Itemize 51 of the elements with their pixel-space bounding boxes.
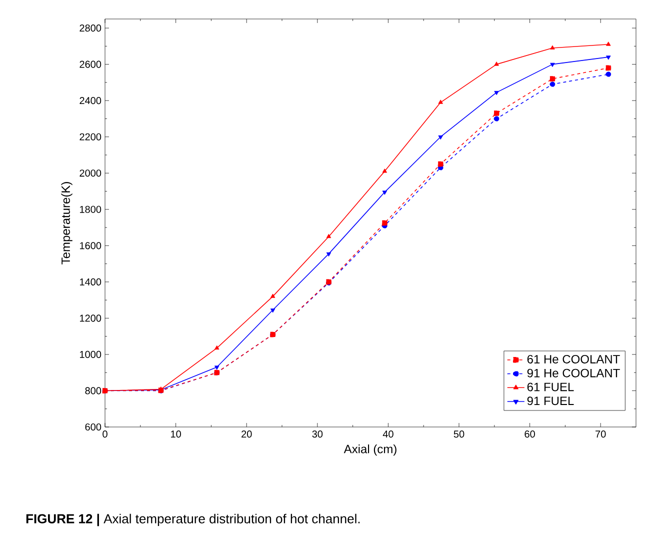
point (550, 76, 556, 82)
point (382, 190, 388, 195)
legend-label: 91 He COOLANT (527, 368, 620, 378)
point (270, 308, 276, 313)
x-tick-label: 60 (524, 430, 535, 438)
x-tick-label: 30 (312, 430, 323, 438)
x-tick-label: 40 (382, 430, 394, 438)
x-axis-title: Axial (cm) (344, 444, 396, 456)
point (550, 62, 555, 68)
x-tick-label: 0 (102, 430, 108, 438)
text: FIGURE 12 | Axial temperature distribution of hot channel. (26, 514, 360, 526)
y-tick-label: 2600 (80, 60, 102, 68)
y-axis-title: Temperature(K) (61, 182, 72, 264)
point (326, 234, 332, 238)
y-tick-label: 2000 (80, 170, 102, 177)
y-tick-label: 2400 (80, 97, 102, 104)
y-tick-label: 800 (85, 387, 102, 394)
point (494, 110, 500, 116)
point (382, 168, 388, 173)
point (438, 161, 444, 167)
point (606, 42, 611, 46)
point (606, 65, 612, 71)
y-tick-label: 1200 (80, 314, 102, 322)
point (438, 135, 443, 140)
point (606, 72, 612, 77)
legend-label: 61 He COOLANT (527, 354, 620, 364)
point (214, 345, 220, 350)
point (494, 116, 500, 122)
point (550, 45, 555, 50)
point (214, 366, 220, 370)
point (550, 82, 556, 87)
point (382, 220, 388, 226)
point (494, 62, 499, 66)
point (438, 100, 443, 104)
x-tick-label: 20 (242, 430, 252, 438)
point (606, 56, 611, 60)
y-tick-label: 1400 (80, 278, 102, 286)
legend-label: 91 FUEL (527, 396, 574, 406)
y-tick-label: 1600 (80, 242, 102, 250)
x-tick-label: 70 (596, 430, 606, 438)
y-tick-label: 1000 (80, 350, 102, 358)
x-tick-label: 10 (171, 430, 181, 438)
y-tick-label: 2800 (80, 24, 102, 32)
y-tick-label: 600 (85, 423, 102, 431)
y-tick-label: 2200 (80, 133, 102, 140)
point (326, 252, 332, 257)
point (270, 294, 276, 298)
point (494, 90, 499, 96)
y-tick-label: 1800 (80, 206, 102, 213)
legend-label: 61 FUEL (527, 382, 574, 392)
x-tick-label: 50 (454, 430, 464, 438)
